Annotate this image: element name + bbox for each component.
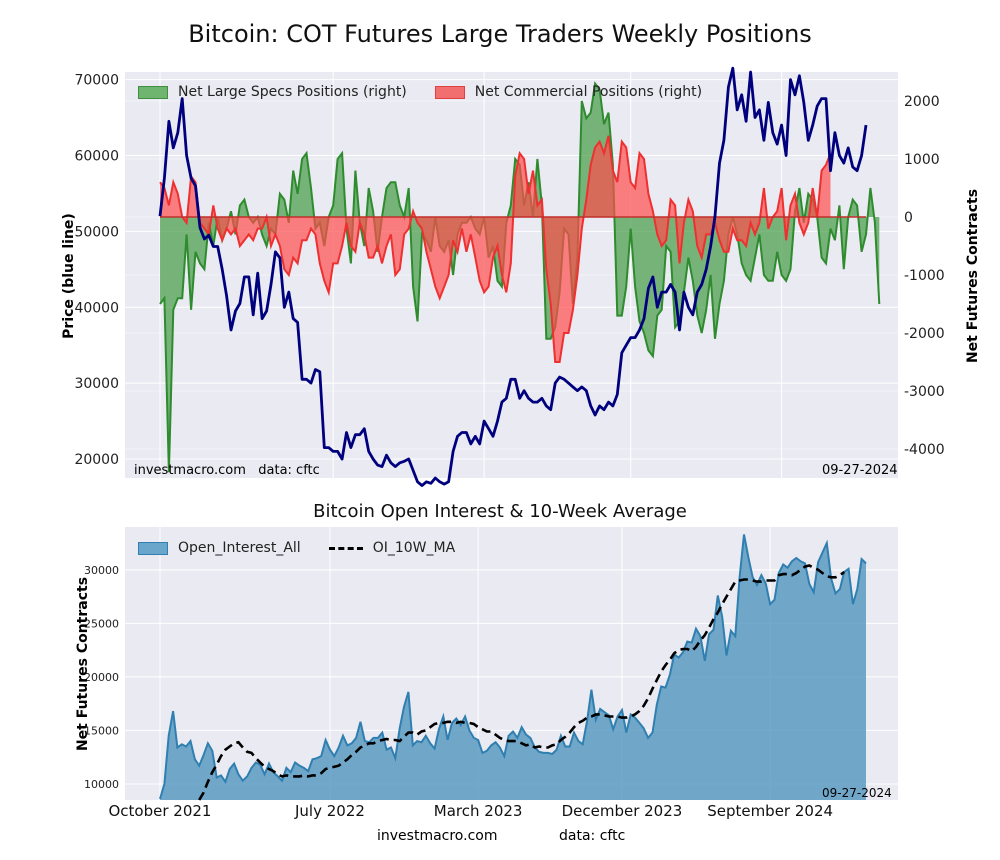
x-tick-label: October 2021 (109, 802, 212, 820)
positions-chart: 200003000040000500006000070000-4000-3000… (74, 66, 945, 487)
legend-commercial: Net Commercial Positions (right) (434, 84, 703, 100)
net-tick-label: 2000 (904, 94, 940, 110)
price-tick-label: 50000 (74, 224, 119, 240)
open-interest-line (159, 534, 867, 800)
open-interest-legend: Open_Interest_All OI_10W_MA (138, 540, 483, 556)
net-tick-label: -2000 (904, 326, 945, 342)
net-commercial-line (159, 135, 832, 363)
price-line (158, 66, 868, 487)
legend-ma: OI_10W_MA (328, 540, 456, 556)
x-tick-label: December 2023 (562, 802, 683, 820)
footer-site: investmacro.com (377, 828, 498, 844)
legend-oi-label: Open_Interest_All (178, 540, 301, 556)
legend-specs-swatch (138, 85, 168, 99)
positions-legend: Net Large Specs Positions (right) Net Co… (138, 84, 730, 100)
footer-source: data: cftc (559, 828, 626, 844)
legend-oi-swatch (138, 541, 168, 555)
net-tick-label: -3000 (904, 384, 945, 400)
net-tick-label: 1000 (904, 152, 940, 168)
open-interest-chart: 10000 15000 20000 25000 30000 October 2021 Jul… (84, 527, 898, 820)
top-date-note: 09-27-2024 (822, 463, 898, 478)
price-axis-label: Price (blue line) (60, 213, 77, 339)
legend-ma-label: OI_10W_MA (372, 540, 456, 556)
legend-oi: Open_Interest_All (138, 540, 301, 556)
bottom-date-note: 09-27-2024 (822, 786, 892, 800)
legend-commercial-label: Net Commercial Positions (right) (474, 84, 703, 100)
net-commercial-area (160, 135, 831, 362)
oi-tick-label: 20000 (84, 671, 119, 684)
price-tick-label: 40000 (74, 300, 119, 316)
x-tick-label: July 2022 (294, 802, 365, 820)
open-interest-area (160, 534, 866, 800)
net-contracts-axis-label: Net Futures Contracts (965, 188, 982, 364)
price-tick-label: 20000 (74, 452, 119, 468)
positions-areas (159, 81, 881, 473)
net-tick-label: -4000 (904, 442, 945, 458)
oi-tick-label: 25000 (84, 617, 119, 630)
price-tick-label: 30000 (74, 376, 119, 392)
open-interest-title: Bitcoin Open Interest & 10-Week Average (313, 501, 687, 522)
net-tick-label: 0 (904, 210, 913, 226)
price-line-group (158, 66, 868, 487)
legend-commercial-swatch (434, 85, 465, 99)
oi-tick-label: 15000 (84, 724, 119, 737)
net-large-specs-area (160, 83, 880, 473)
x-tick-label: September 2024 (707, 802, 833, 820)
net-tick-label: -1000 (904, 268, 945, 284)
price-tick-label: 70000 (74, 73, 119, 89)
watermark-text: investmacro.com data: cftc (134, 463, 320, 478)
positions-tick-labels: 200003000040000500006000070000-4000-3000… (74, 73, 944, 468)
open-interest-areas (159, 534, 867, 801)
x-tick-label: March 2023 (434, 802, 523, 820)
oi-tick-label: 30000 (84, 564, 119, 577)
legend-specs-label: Net Large Specs Positions (right) (178, 84, 407, 100)
chart-title: Bitcoin: COT Futures Large Traders Weekl… (188, 20, 812, 48)
legend-ma-swatch (328, 546, 363, 550)
oi-tick-label: 10000 (84, 778, 119, 791)
open-interest-tick-labels: 10000 15000 20000 25000 30000 October 2021 Jul… (84, 564, 833, 820)
price-tick-label: 60000 (74, 148, 119, 164)
legend-specs: Net Large Specs Positions (right) (138, 84, 407, 100)
oi-axis-label: Net Futures Contracts (75, 576, 92, 752)
oi-10w-ma-line (198, 564, 845, 801)
